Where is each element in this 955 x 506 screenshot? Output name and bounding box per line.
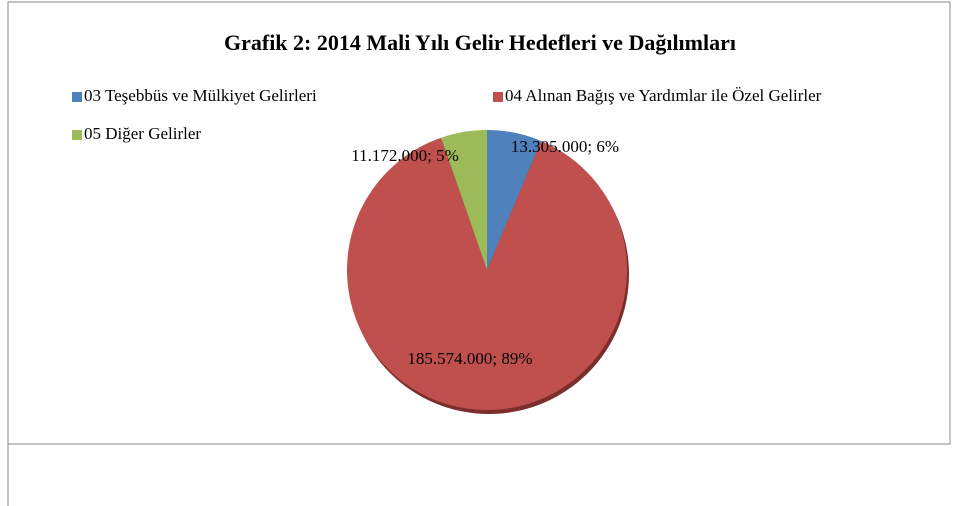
- chart-title: Grafik 2: 2014 Mali Yılı Gelir Hedefleri…: [224, 30, 736, 55]
- pie-slice: [441, 130, 487, 270]
- data-label: 11.172.000; 5%: [351, 146, 459, 165]
- legend-swatch: [493, 92, 503, 102]
- legend-swatch: [72, 130, 82, 140]
- legend-label: 03 Teşebbüs ve Mülkiyet Gelirleri: [84, 86, 317, 105]
- legend-label: 05 Diğer Gelirler: [84, 124, 201, 143]
- pie-slice: [347, 137, 628, 411]
- pie-slice: [487, 130, 542, 270]
- pie: [347, 130, 629, 414]
- legend-swatch: [72, 92, 82, 102]
- legend-label: 04 Alınan Bağış ve Yardımlar ile Özel Ge…: [505, 86, 822, 105]
- data-label: 13.305.000; 6%: [511, 137, 619, 156]
- data-label: 185.574.000; 89%: [407, 349, 532, 368]
